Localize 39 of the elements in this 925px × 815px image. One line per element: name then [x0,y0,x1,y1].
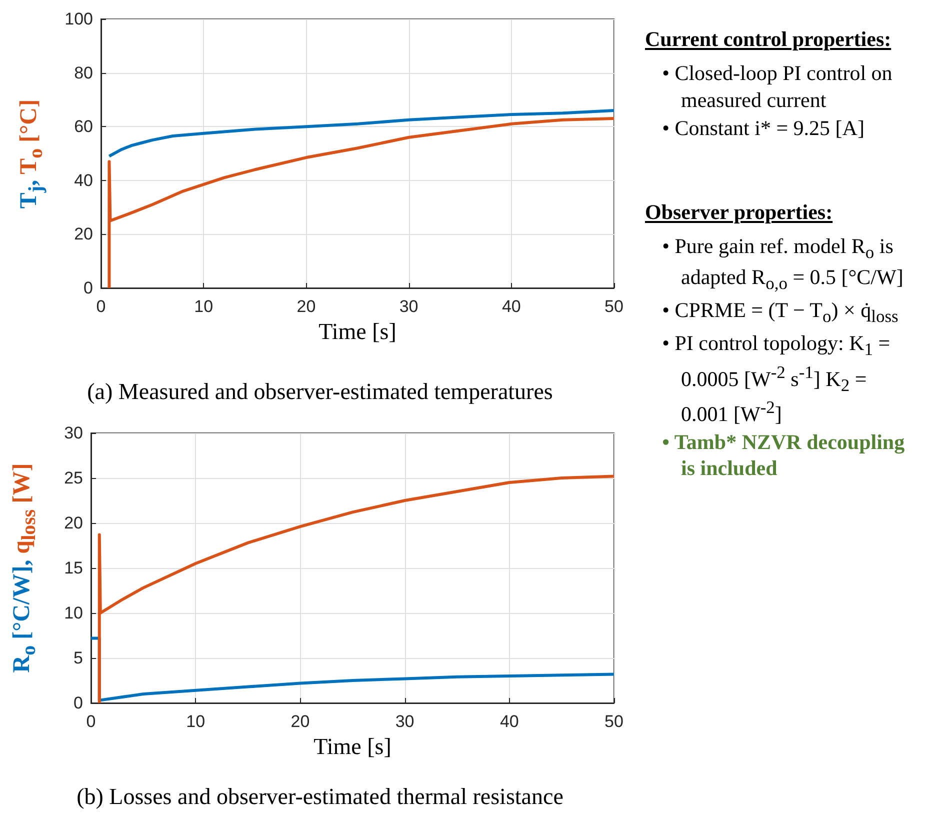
x-tick-label: 10 [186,712,206,731]
text: (a) Measured and observer-estimated temperatures [87,379,553,404]
text: • CPRME = (T − T$_{o}$) × q̇$_{loss}$ [662,297,900,328]
y-tick-label: 30 [64,424,83,442]
line-series [108,117,616,290]
x-tick-label: 20 [296,297,316,316]
text: (b) Losses and observer-estimated thermal resistance [76,784,564,809]
y-tick-label: 0 [84,278,93,298]
y-tick-label: 15 [64,558,83,578]
x-tick-label: 0 [96,297,106,316]
text: • Pure gain ref. model R$_{o}$ is adapted R$_{o,o}$ = 0.5 [°C/W] [662,234,904,294]
y-tick-label: 20 [64,514,83,532]
y-tick-label: 60 [74,117,93,136]
text: • PI control topology: K$_{1}$ = 0.0005 [W$^{-2}$ s$^{-1}$] K$_{2}$ = 0.001 [W$^{-2}$] [662,331,890,426]
y-tick-label: 40 [74,170,93,190]
y-tick-label: 5 [74,648,83,668]
x-tick-label: 30 [399,297,418,316]
x-tick-label: 50 [604,297,624,316]
x-tick-label: 10 [194,297,214,316]
text: • Constant i* = 9.25 [A] [662,114,866,141]
text: • Tamb* NZVR decoupling is included [662,428,906,482]
x-tick-label: 30 [395,712,414,731]
text: • Closed-loop PI control on measured current [662,60,894,113]
y-tick-label: 25 [64,468,83,488]
x-axis-title: Time [s] [314,734,392,759]
y-tick-label: 10 [64,604,83,622]
y-tick-label: 100 [64,10,93,28]
x-tick-label: 40 [500,712,519,731]
text: Observer properties: [645,199,834,226]
y-tick-label: 80 [74,63,93,82]
y-tick-label: 20 [74,224,93,244]
y-tick-label: 0 [74,694,83,712]
line-series [98,474,616,704]
x-tick-label: 40 [502,297,521,316]
x-axis-title: Time [s] [318,319,396,344]
x-tick-label: 50 [604,712,624,731]
line-series [108,108,616,158]
text: Current control properties: [645,26,892,52]
x-tick-label: 20 [290,712,310,731]
